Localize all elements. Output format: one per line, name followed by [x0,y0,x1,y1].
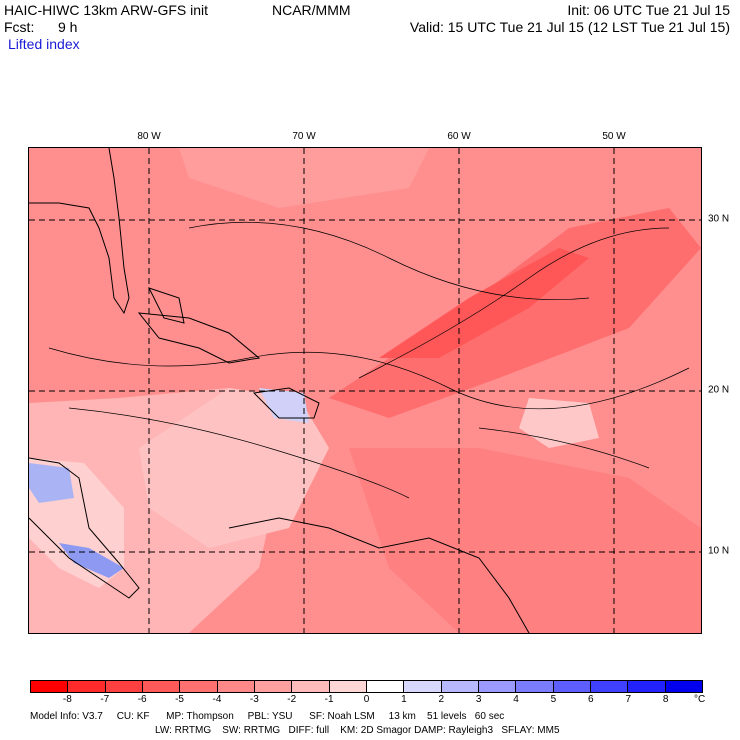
colorbar-swatch [665,681,702,692]
colorbar-swatch [404,681,442,692]
lon-label-50w: 50 W [602,131,626,142]
colorbar-swatch [31,681,69,692]
lat-label-10n: 10 N [708,545,730,557]
contour-line [358,227,670,379]
colorbar-swatch [628,681,666,692]
colorbar-swatch [441,681,479,692]
colorbar-tick-label: -2 [287,694,297,705]
cuba-coastline [137,312,261,364]
hispaniola-coastline [252,387,320,419]
colorbar-tick-label: 8 [662,694,669,705]
colorbar-tick-label: 5 [550,694,557,705]
lat-label-20n: 20 N [708,384,730,396]
colorbar-tick-label: -7 [100,694,110,705]
lifted-index-map [29,148,701,633]
lon-label-60w: 60 W [447,131,471,142]
colorbar-tick-label: 3 [475,694,482,705]
lon-label-80w: 80 W [137,131,161,142]
lat-label-30n: 30 N [708,213,730,225]
colorbar-tick-label: -1 [324,694,334,705]
colorbar-swatch [217,681,255,692]
south-america-coastline [228,517,530,633]
central-america-coastline [29,457,140,599]
central-caribbean-light-area [139,388,329,548]
colorbar-swatch [553,681,591,692]
central-america-stable-area-north [29,463,74,503]
hispaniola-stable-area [259,388,309,423]
bahamas-coastline [148,287,185,324]
footer-physics-info: LW: RRTMG SW: RRTMG DIFF: full KM: 2D Sm… [155,725,560,736]
atlantic-light-patch [519,398,599,448]
forecast-label: Fcst: [4,19,35,35]
contour-line [48,347,690,410]
colorbar-swatch [329,681,367,692]
colorbar-tick-label: -8 [62,694,72,705]
southern-atlantic-band [349,448,701,633]
central-america-stable-area-south [59,543,124,578]
colorbar-swatch [254,681,293,692]
model-title: HAIC-HIWC 13km ARW-GFS init [4,2,209,18]
init-time: Init: 06 UTC Tue 21 Jul 15 [567,2,730,18]
colorbar-unit: °C [694,694,706,705]
colorbar-tick-label: -4 [212,694,222,705]
contour-line [188,221,590,300]
colorbar-tick-label: -3 [249,694,259,705]
most-unstable-core [379,248,589,358]
florida-coastline [29,148,130,315]
colorbar-tick-label: 0 [363,694,370,705]
colorbar-tick-label: -5 [175,694,184,705]
colorbar-swatch [292,681,330,692]
colorbar-swatch [516,681,554,692]
colorbar-tick-label: 4 [513,694,519,705]
field-name: Lifted index [8,36,80,52]
colorbar-swatch [180,681,218,692]
colorbar-swatch [590,681,629,692]
footer-model-info: Model Info: V3.7 CU: KF MP: Thompson PBL… [30,711,505,722]
colorbar-tick-label: 1 [401,694,407,705]
contour-line [68,407,410,499]
colorbar-tick-label: 6 [588,694,594,705]
colorbar [30,680,703,693]
colorbar-swatch [105,681,143,692]
colorbar-tick-label: 7 [625,694,631,705]
lon-label-70w: 70 W [292,131,316,142]
colorbar-swatch [478,681,517,692]
org-label: NCAR/MMM [272,2,351,18]
valid-time: Valid: 15 UTC Tue 21 Jul 15 (12 LST Tue … [409,19,730,35]
colorbar-swatch [68,681,106,692]
forecast-hours: 9 h [58,19,78,35]
colorbar-swatch [142,681,181,692]
colorbar-tick-label: -6 [137,694,147,705]
contour-line [478,427,650,469]
map-panel[interactable] [28,147,702,634]
colorbar-tick-label: 2 [438,694,445,705]
colorbar-swatch [366,681,405,692]
